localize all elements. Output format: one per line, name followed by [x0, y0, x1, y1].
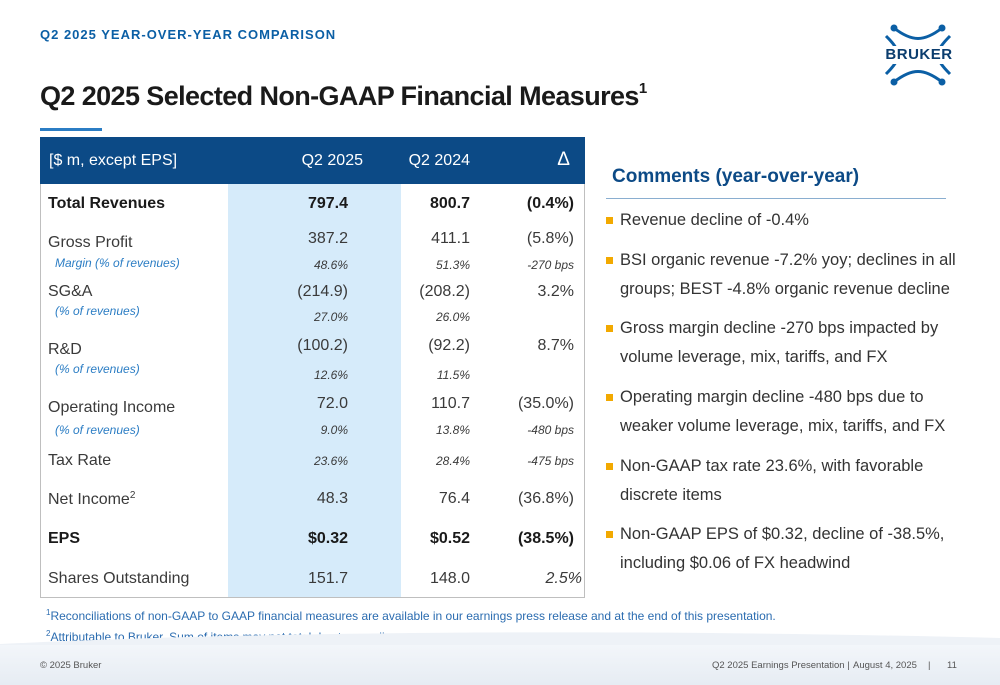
value-delta: (36.8%) [517, 490, 574, 507]
value-q2-2025: (100.2) [297, 337, 348, 354]
comment-text: Gross margin decline -270 bps impacted b… [620, 319, 939, 366]
footer-date: August 4, 2025 [853, 660, 917, 671]
comment-bullet: Revenue decline of -0.4% [606, 206, 961, 235]
row-label: Shares Outstanding [48, 570, 190, 587]
value-delta: (35.0%) [517, 395, 574, 412]
value-delta: 2.5% [545, 570, 582, 587]
section-kicker: Q2 2025 YEAR-OVER-YEAR COMPARISON [40, 27, 337, 42]
page-title: Q2 2025 Selected Non-GAAP Financial Meas… [40, 80, 647, 112]
column-header-label: [$ m, except EPS] [49, 152, 178, 169]
table-body [40, 184, 585, 598]
sub-value-q2-2025: 9.0% [320, 423, 348, 437]
footer-presentation-name: Q2 2025 Earnings Presentation | [712, 660, 850, 671]
title-underline [40, 128, 102, 131]
sub-value-q2-2024: 26.0% [435, 310, 470, 324]
logo-wordmark: BRUKER [880, 46, 958, 64]
value-delta: (38.5%) [517, 530, 574, 547]
footnote-1-marker: 1 [46, 608, 51, 617]
comment-bullet: Gross margin decline -270 bps impacted b… [606, 314, 961, 372]
column-header-q2-2024: Q2 2024 [408, 152, 470, 169]
net-income-footnote-marker: 2 [129, 490, 136, 501]
value-delta: (5.8%) [526, 230, 574, 247]
row-label: Gross Profit [48, 234, 133, 251]
footer-separator: | [928, 660, 931, 671]
value-q2-2025: 151.7 [307, 570, 348, 587]
comments-divider [606, 198, 946, 199]
footer [0, 645, 1000, 685]
financial-measures-table: [$ m, except EPS] Q2 2025 Q2 2024 Δ Tota… [40, 137, 585, 599]
row-label: EPS [48, 530, 81, 547]
comment-text: Non-GAAP EPS of $0.32, decline of -38.5%… [620, 525, 945, 572]
sub-label-margin: Margin (% of revenues) [55, 256, 180, 270]
value-delta: 8.7% [537, 337, 574, 354]
sub-value-q2-2025: 48.6% [313, 258, 348, 272]
column-header-delta: Δ [557, 149, 570, 170]
sub-label-percent: (% of revenues) [55, 362, 140, 376]
sub-value-q2-2024: 13.8% [435, 423, 470, 437]
value-q2-2025: 48.3 [316, 490, 348, 507]
row-label: Net Income2 [48, 490, 135, 509]
sub-value-q2-2025: 12.6% [313, 368, 348, 382]
bullet-square-icon [606, 463, 613, 470]
value-q2-2024: (208.2) [419, 283, 470, 300]
comment-text: BSI organic revenue -7.2% yoy; declines … [620, 251, 956, 298]
value-q2-2024: 28.4% [435, 454, 470, 468]
value-q2-2024: $0.52 [429, 530, 470, 547]
value-delta: 3.2% [537, 283, 574, 300]
footnote-1: 1Reconciliations of non-GAAP to GAAP fin… [46, 608, 776, 623]
value-delta: -475 bps [527, 454, 574, 468]
net-income-label-text: Net Income [48, 491, 130, 508]
row-label: SG&A [48, 283, 93, 300]
bullet-square-icon [606, 394, 613, 401]
bullet-square-icon [606, 531, 613, 538]
comment-bullet: BSI organic revenue -7.2% yoy; declines … [606, 246, 961, 304]
value-q2-2025: 797.4 [307, 195, 348, 212]
value-q2-2024: (92.2) [428, 337, 470, 354]
value-q2-2024: 800.7 [429, 195, 470, 212]
value-q2-2024: 148.0 [429, 570, 470, 587]
column-header-q2-2025: Q2 2025 [301, 152, 363, 169]
comment-text: Operating margin decline -480 bps due to… [620, 388, 946, 435]
comment-bullet: Non-GAAP EPS of $0.32, decline of -38.5%… [606, 520, 961, 578]
sub-value-q2-2024: 11.5% [436, 368, 470, 382]
value-q2-2024: 411.1 [431, 230, 470, 247]
current-quarter-highlight [228, 184, 401, 598]
comments-title: Comments (year-over-year) [612, 166, 860, 187]
table-header: [$ m, except EPS] Q2 2025 Q2 2024 Δ [40, 137, 585, 184]
sub-label-percent: (% of revenues) [55, 423, 140, 437]
value-q2-2024: 110.7 [431, 395, 470, 412]
value-q2-2025: 387.2 [307, 230, 348, 247]
value-q2-2024: 76.4 [438, 490, 470, 507]
value-delta: (0.4%) [526, 195, 574, 212]
footer-copyright: © 2025 Bruker [40, 660, 102, 671]
value-q2-2025: 23.6% [313, 454, 348, 468]
comment-bullet: Non-GAAP tax rate 23.6%, with favorable … [606, 452, 961, 510]
sub-label-percent: (% of revenues) [55, 304, 140, 318]
value-q2-2025: 72.0 [316, 395, 348, 412]
row-label: Total Revenues [48, 195, 166, 212]
sub-value-q2-2024: 51.3% [435, 258, 470, 272]
sub-value-delta: -480 bps [527, 423, 574, 437]
comment-bullet: Operating margin decline -480 bps due to… [606, 383, 961, 441]
value-q2-2025: $0.32 [307, 530, 348, 547]
sub-value-q2-2025: 27.0% [313, 310, 348, 324]
comment-text: Non-GAAP tax rate 23.6%, with favorable … [620, 457, 924, 504]
footnote-2-marker: 2 [46, 629, 51, 638]
row-label: Operating Income [48, 399, 176, 416]
row-label: Tax Rate [48, 452, 112, 469]
sub-value-delta: -270 bps [527, 258, 574, 272]
footnote-1-text: Reconciliations of non-GAAP to GAAP fina… [50, 609, 776, 623]
footer-page-number: 11 [947, 660, 957, 671]
comment-text: Revenue decline of -0.4% [620, 211, 809, 229]
page-title-text: Q2 2025 Selected Non-GAAP Financial Meas… [40, 81, 639, 111]
bullet-square-icon [606, 257, 613, 264]
row-label: R&D [48, 341, 82, 358]
title-footnote-marker: 1 [638, 80, 647, 97]
bullet-square-icon [606, 217, 613, 224]
bullet-square-icon [606, 325, 613, 332]
value-q2-2025: (214.9) [297, 283, 348, 300]
